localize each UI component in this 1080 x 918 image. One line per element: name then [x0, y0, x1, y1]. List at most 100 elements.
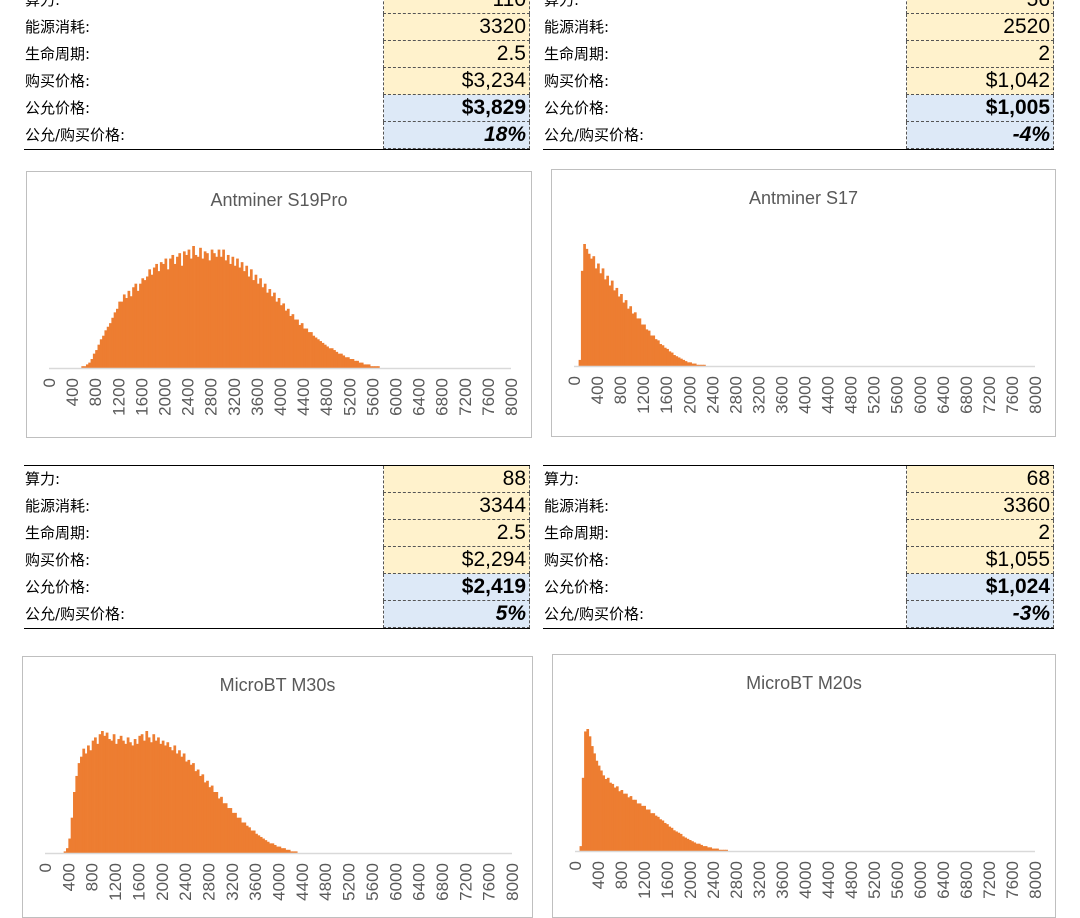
histogram-bar	[196, 769, 200, 853]
histogram-bar	[185, 761, 188, 853]
histogram-bar	[592, 256, 596, 366]
histogram-bar	[83, 366, 87, 368]
histogram-bar	[115, 743, 118, 853]
histogram-bar	[631, 313, 635, 366]
param-value: $1,005	[906, 94, 1054, 122]
histogram-bar	[581, 777, 585, 851]
param-row: 购买价格: $1,042	[543, 67, 1054, 95]
histogram-bar	[243, 271, 246, 368]
param-row: 算力: 88	[24, 466, 530, 493]
histogram-bar	[280, 848, 284, 853]
histogram-bar	[176, 256, 179, 368]
histogram-bar	[70, 817, 74, 853]
histogram-bar	[702, 846, 706, 851]
histogram-bar	[115, 308, 119, 368]
histogram-bar	[285, 849, 289, 853]
histogram-bar	[241, 822, 244, 853]
histogram-bar	[231, 256, 235, 368]
histogram-bar	[282, 303, 286, 368]
x-tick-label: 3600	[773, 861, 792, 899]
histogram-bar	[132, 287, 135, 368]
histogram-bar	[682, 359, 686, 366]
histogram-bar	[161, 740, 165, 853]
histogram-bar	[340, 353, 343, 368]
param-label: 生命周期:	[25, 45, 91, 63]
param-value: $3,234	[383, 67, 530, 95]
histogram-bar	[356, 360, 359, 368]
histogram-bar	[609, 782, 612, 851]
histogram-bar	[289, 315, 292, 368]
x-tick-label: 6000	[911, 861, 930, 899]
x-tick-label: 2800	[727, 861, 746, 899]
x-tick-label: 800	[611, 376, 630, 404]
x-tick-label: 4000	[796, 861, 815, 899]
param-label: 能源消耗:	[25, 18, 91, 36]
x-tick-label: 4800	[842, 861, 861, 899]
histogram-bar	[118, 301, 122, 368]
x-tick-label: 4000	[796, 376, 815, 414]
histogram-bar	[647, 330, 651, 366]
histogram-bar	[580, 270, 584, 366]
histogram-bar	[686, 838, 690, 851]
histogram-bar	[250, 830, 254, 853]
histogram-bar	[713, 848, 717, 851]
histogram-bar	[294, 851, 298, 853]
x-tick-label: 7600	[1003, 861, 1022, 899]
histogram-bar	[316, 339, 320, 368]
histogram-bar	[131, 745, 135, 853]
histogram-bar	[141, 278, 145, 368]
histogram-bar	[691, 363, 695, 366]
params-table-mid-left: 算力: 88 能源消耗: 3344 生命周期: 2.5 购买价格: $2,294 公允价格: $2…	[24, 465, 530, 629]
histogram-bar	[143, 740, 146, 853]
histogram-bar	[659, 344, 662, 366]
param-row: 能源消耗: 3344	[24, 492, 530, 520]
x-tick-label: 1200	[635, 861, 654, 899]
param-value: 2520	[906, 13, 1054, 41]
x-tick-label: 7200	[456, 863, 475, 901]
histogram-bar	[196, 256, 200, 368]
x-tick-label: 7600	[479, 378, 498, 416]
histogram-bar	[173, 263, 177, 368]
histogram-bar	[679, 833, 683, 851]
histogram-bar	[615, 786, 619, 851]
x-tick-label: 7600	[480, 863, 499, 901]
histogram-bar	[129, 742, 132, 853]
histogram-bar	[688, 840, 692, 851]
param-row: 生命周期: 2.5	[24, 40, 530, 68]
x-tick-label: 0	[40, 378, 59, 387]
histogram-bar	[300, 323, 304, 368]
param-row: 算力: 110	[24, 0, 530, 14]
histogram-bar	[700, 844, 703, 851]
param-value: 88	[383, 466, 530, 493]
histogram-bar	[180, 756, 184, 853]
histogram-bar	[143, 280, 147, 368]
histogram-bar	[245, 825, 249, 853]
param-row: 生命周期: 2	[543, 40, 1054, 68]
histogram-bar	[606, 275, 609, 366]
x-tick-label: 3600	[246, 863, 265, 901]
histogram-bar	[292, 851, 296, 853]
x-tick-label: 4800	[316, 863, 335, 901]
histogram-bar	[716, 848, 719, 851]
histogram-bar	[80, 756, 83, 853]
histogram-bar	[680, 358, 683, 366]
histogram-bar	[182, 251, 186, 368]
histogram-bar	[601, 268, 605, 366]
histogram-bar	[264, 840, 268, 853]
histogram-bar	[604, 779, 608, 851]
param-label: 购买价格:	[25, 72, 91, 90]
param-row: 公允/购买价格: 18%	[24, 121, 530, 149]
histogram-bar	[640, 324, 644, 366]
x-tick-label: 2000	[681, 861, 700, 899]
param-value: $2,294	[383, 546, 530, 574]
x-tick-label: 5200	[865, 376, 884, 414]
histogram-bar	[213, 792, 216, 853]
histogram-bar	[645, 809, 649, 851]
histogram-bar	[287, 849, 291, 853]
histogram-bar	[613, 787, 617, 851]
param-value: 18%	[383, 121, 530, 149]
histogram-bar	[106, 326, 110, 368]
histogram-bar	[224, 803, 228, 853]
chart-title: Antminer S19Pro	[210, 190, 347, 210]
param-label: 生命周期:	[25, 524, 91, 542]
